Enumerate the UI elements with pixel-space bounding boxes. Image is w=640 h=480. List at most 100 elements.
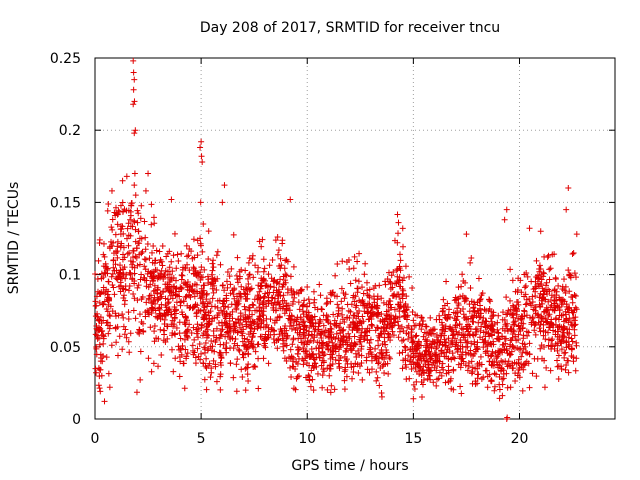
data-point [510,344,517,351]
data-point [360,336,367,343]
data-point [200,221,207,228]
data-point [314,370,321,377]
data-point [373,368,380,375]
data-point [183,242,190,249]
data-point [359,284,366,291]
data-point [352,277,359,284]
data-point [263,335,270,342]
data-point [394,239,401,246]
data-point [238,366,245,373]
data-point [98,320,105,327]
data-point [515,366,522,373]
data-point [474,345,481,352]
data-point [320,366,327,373]
data-point [475,275,482,282]
data-point [192,360,199,367]
data-point [531,327,538,334]
data-point [233,301,240,308]
data-point [356,250,363,257]
data-point [117,279,124,286]
data-point [406,273,413,280]
data-point [279,305,286,312]
data-point [464,367,471,374]
data-point [547,304,554,311]
data-point [131,170,138,177]
data-point [468,254,475,261]
data-point [485,330,492,337]
data-point [173,324,180,331]
data-point [423,323,430,330]
data-point [250,330,257,337]
data-point [262,290,269,297]
data-point [464,332,471,339]
data-point [440,296,447,303]
data-point [244,275,251,282]
data-point [331,386,338,393]
data-point [420,333,427,340]
data-point [227,336,234,343]
data-point [277,326,284,333]
data-point [453,339,460,346]
data-point [117,244,124,251]
data-point [234,356,241,363]
data-point [569,251,576,258]
data-point [391,280,398,287]
data-point [408,366,415,373]
data-point [405,322,412,329]
data-point [119,266,126,273]
data-point [107,322,114,329]
data-point [503,294,510,301]
data-point [172,331,179,338]
data-point [114,211,121,218]
data-point [537,228,544,235]
data-point [201,282,208,289]
data-point [473,325,480,332]
data-point [99,358,106,365]
data-point [330,342,337,349]
data-point [234,342,241,349]
data-point [504,325,511,332]
data-point [183,353,190,360]
data-point [373,302,380,309]
data-point [235,297,242,304]
data-point [250,274,257,281]
data-point [481,306,488,313]
data-point [533,373,540,380]
data-point [186,321,193,328]
data-point [329,339,336,346]
data-point [242,365,249,372]
data-point [453,328,460,335]
data-point [499,333,506,340]
data-point [190,324,197,331]
data-point [217,261,224,268]
data-point [242,306,249,313]
data-point [527,314,534,321]
data-point [511,321,518,328]
data-point [141,263,148,270]
data-point [490,338,497,345]
data-point [565,369,572,376]
data-point [245,259,252,266]
data-point [105,330,112,337]
data-point [293,289,300,296]
data-point [260,268,267,275]
data-point [457,364,464,371]
data-point [545,342,552,349]
data-point [120,323,127,330]
data-point [542,282,549,289]
data-point [497,368,504,375]
data-point [124,235,131,242]
data-point [137,276,144,283]
data-point [196,340,203,347]
data-point [105,278,112,285]
data-point [475,319,482,326]
data-point [515,275,522,282]
data-point [544,291,551,298]
data-point [351,298,358,305]
data-point [239,330,246,337]
data-point [125,220,132,227]
data-point [280,343,287,350]
data-point [334,293,341,300]
data-point [485,352,492,359]
data-point [272,317,279,324]
